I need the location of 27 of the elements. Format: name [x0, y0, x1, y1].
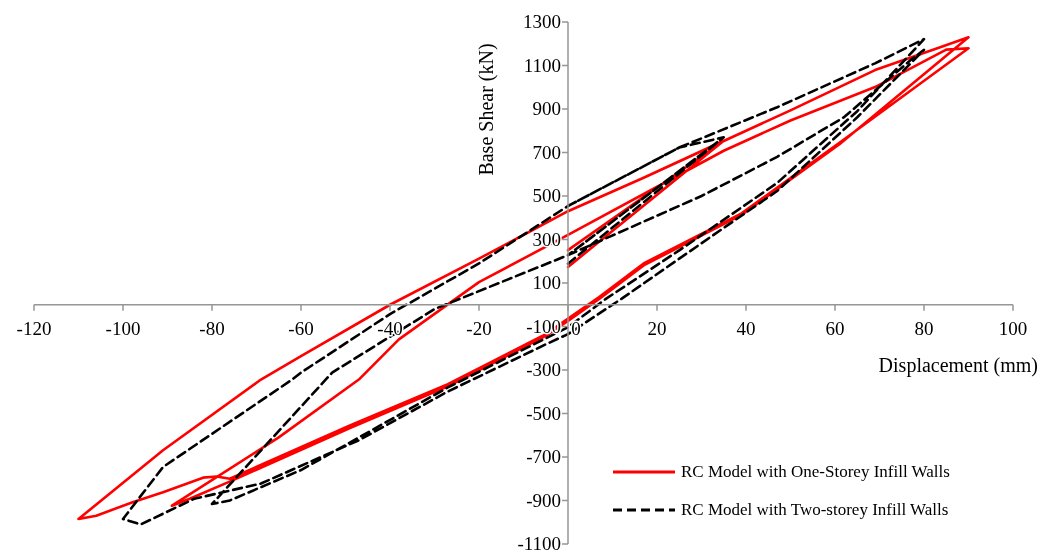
x-tick-label: 80	[914, 317, 934, 339]
y-tick-label: -1100	[517, 533, 561, 551]
y-tick-label: -900	[526, 489, 561, 511]
x-tick-label: -80	[199, 317, 225, 339]
y-tick-label: 300	[532, 228, 561, 250]
y-tick-label: 500	[532, 185, 561, 206]
x-tick-label: -100	[105, 317, 141, 339]
x-tick-label: 20	[647, 317, 667, 339]
x-tick-label: 100	[998, 317, 1028, 339]
x-tick-label: -120	[16, 317, 52, 339]
y-tick-label: -300	[526, 359, 561, 380]
legend-label: RC Model with Two-storey Infill Walls	[681, 500, 949, 520]
x-tick-label: 40	[736, 317, 756, 339]
y-axis-title: Base Shear (kN)	[474, 42, 498, 178]
y-tick-label: 1100	[523, 54, 561, 76]
x-tick-label: 60	[825, 317, 845, 339]
y-tick-label: 700	[532, 141, 561, 163]
x-tick-label: -40	[377, 317, 403, 339]
x-tick-label: -20	[466, 317, 492, 339]
y-tick-label: -700	[526, 446, 561, 467]
y-tick-label: -500	[526, 402, 561, 424]
legend-label: RC Model with One-Storey Infill Walls	[681, 462, 950, 482]
y-tick-label: 1300	[523, 11, 561, 32]
x-axis-title: Displacement (mm)	[877, 354, 1038, 377]
y-tick-label: 100	[532, 272, 561, 293]
y-tick-label: 900	[532, 98, 561, 119]
x-tick-label: -60	[288, 317, 314, 339]
